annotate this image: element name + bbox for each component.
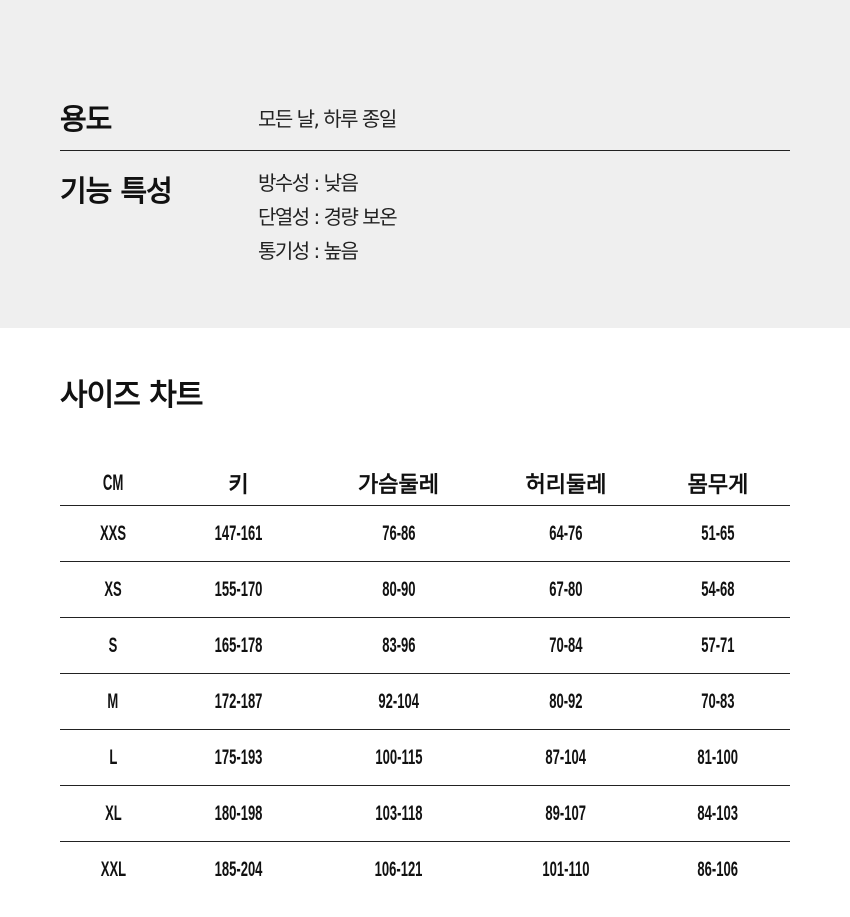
measurement-value: 100-115 (374, 745, 423, 769)
measurement-value: 84-103 (697, 801, 739, 825)
table-cell: 67-80 (486, 561, 646, 618)
column-header: CM (60, 460, 166, 506)
table-cell: S (60, 617, 166, 674)
table-row: XXL 185-204 106-121 101-110 86-106 (60, 842, 790, 898)
table-cell: 165-178 (166, 617, 311, 674)
measurement-value: 101-110 (542, 857, 590, 881)
size-chart-table: CM 키 가슴둘레 허리둘레 몸무게 XXS 147-161 76-86 64-76 51-65… (60, 460, 790, 897)
measurement-value: 64-76 (549, 521, 583, 545)
table-cell: 147-161 (166, 505, 311, 562)
table-cell: 172-187 (166, 673, 311, 730)
divider (60, 150, 790, 151)
table-row: S 165-178 83-96 70-84 57-71 (60, 617, 790, 674)
column-header: 키 (166, 460, 311, 506)
table-cell: 83-96 (311, 617, 486, 674)
size-label: XL (104, 801, 122, 825)
measurement-value: 155-170 (214, 577, 263, 601)
measurement-value: 54-68 (701, 577, 735, 601)
column-header-label: 가슴둘레 (358, 472, 439, 498)
measurement-value: 180-198 (214, 801, 263, 825)
table-cell: XXL (60, 842, 166, 898)
measurement-value: 89-107 (545, 801, 587, 825)
size-label: S (108, 633, 118, 657)
column-header-label: 몸무게 (687, 472, 749, 498)
measurement-value: 76-86 (381, 521, 416, 545)
table-cell: 175-193 (166, 729, 311, 786)
table-cell: 51-65 (646, 505, 790, 562)
measurement-value: 172-187 (214, 689, 263, 713)
table-cell: 76-86 (311, 505, 486, 562)
table-cell: 180-198 (166, 785, 311, 842)
measurement-value: 185-204 (214, 857, 263, 881)
measurement-value: 147-161 (214, 521, 263, 545)
table-cell: XL (60, 785, 166, 842)
table-cell: 103-118 (311, 785, 486, 842)
column-header-label: 허리둘레 (525, 472, 607, 498)
table-cell: 84-103 (646, 785, 790, 842)
usage-label: 용도 (60, 102, 112, 136)
table-row: XL 180-198 103-118 89-107 84-103 (60, 785, 790, 842)
measurement-value: 70-83 (701, 689, 735, 713)
size-label: XXS (99, 521, 127, 545)
measurement-value: 81-100 (697, 745, 739, 769)
table-cell: 92-104 (311, 673, 486, 730)
table-cell: XXS (60, 505, 166, 562)
column-header: 가슴둘레 (311, 460, 486, 506)
table-cell: 64-76 (486, 505, 646, 562)
table-cell: M (60, 673, 166, 730)
feature-waterproof: 방수성 : 낮음 (258, 171, 359, 195)
size-label: M (107, 689, 119, 713)
table-cell: 155-170 (166, 561, 311, 618)
table-cell: 87-104 (486, 729, 646, 786)
product-info-panel: 용도 모든 날, 하루 종일 기능 특성 방수성 : 낮음 단열성 : 경량 보… (0, 0, 850, 328)
measurement-value: 80-90 (381, 577, 416, 601)
feature-breathability: 통기성 : 높음 (258, 239, 359, 263)
table-cell: 70-84 (486, 617, 646, 674)
measurement-value: 103-118 (374, 801, 423, 825)
table-cell: 57-71 (646, 617, 790, 674)
measurement-value: 57-71 (701, 633, 735, 657)
table-row: L 175-193 100-115 87-104 81-100 (60, 729, 790, 786)
measurement-value: 51-65 (701, 521, 735, 545)
table-row: M 172-187 92-104 80-92 70-83 (60, 673, 790, 730)
feature-insulation: 단열성 : 경량 보온 (258, 205, 398, 229)
column-header: 몸무게 (646, 460, 790, 506)
table-cell: 54-68 (646, 561, 790, 618)
table-row: XXS 147-161 76-86 64-76 51-65 (60, 505, 790, 562)
table-cell: 106-121 (311, 842, 486, 898)
measurement-value: 87-104 (545, 745, 587, 769)
measurement-value: 106-121 (374, 857, 423, 881)
table-row: XS 155-170 80-90 67-80 54-68 (60, 561, 790, 618)
measurement-value: 70-84 (549, 633, 583, 657)
measurement-value: 83-96 (381, 633, 416, 657)
table-cell: 70-83 (646, 673, 790, 730)
table-cell: 80-92 (486, 673, 646, 730)
column-header-label: 키 (228, 472, 249, 498)
table-cell: L (60, 729, 166, 786)
table-cell: 101-110 (486, 842, 646, 898)
table-cell: 86-106 (646, 842, 790, 898)
table-cell: 81-100 (646, 729, 790, 786)
table-cell: 80-90 (311, 561, 486, 618)
features-label: 기능 특성 (60, 174, 173, 208)
table-cell: 185-204 (166, 842, 311, 898)
size-label: L (109, 745, 117, 769)
size-label: XXL (100, 857, 126, 881)
measurement-value: 67-80 (549, 577, 583, 601)
measurement-value: 165-178 (214, 633, 263, 657)
column-header-label: CM (102, 469, 124, 495)
measurement-value: 92-104 (378, 689, 419, 713)
size-chart-title: 사이즈 차트 (60, 378, 203, 413)
measurement-value: 86-106 (697, 857, 739, 881)
table-cell: 89-107 (486, 785, 646, 842)
usage-value: 모든 날, 하루 종일 (258, 107, 397, 131)
measurement-value: 175-193 (214, 745, 263, 769)
table-cell: 100-115 (311, 729, 486, 786)
size-label: XS (104, 577, 122, 601)
table-cell: XS (60, 561, 166, 618)
column-header: 허리둘레 (486, 460, 646, 506)
measurement-value: 80-92 (549, 689, 583, 713)
